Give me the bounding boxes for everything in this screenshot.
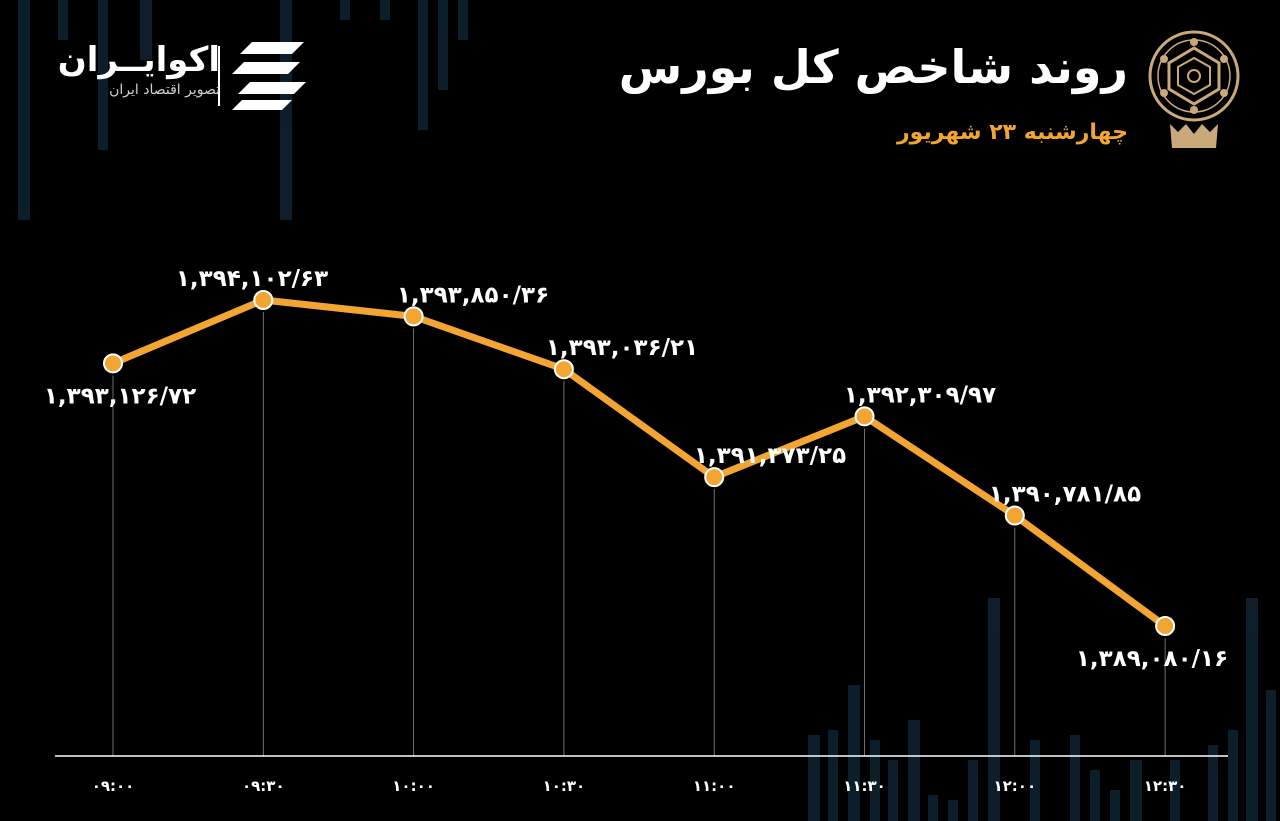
x-tick-label-7: ۱۲:۳۰ [1144, 777, 1187, 795]
chart-title: روند شاخص کل بورس [618, 40, 1128, 94]
brand-block: اکوایــران تصویر اقتصاد ایران [50, 40, 220, 100]
x-tick-label-5: ۱۱:۳۰ [843, 777, 886, 795]
data-label-6: ۱,۳۹۰,۷۸۱/۸۵ [989, 482, 1141, 508]
data-label-1: ۱,۳۹۴,۱۰۲/۶۳ [176, 266, 328, 292]
tehran-stock-exchange-emblem-icon [1148, 30, 1240, 148]
data-point-0 [103, 353, 123, 374]
data-label-0: ۱,۳۹۳,۱۲۶/۷۲ [44, 383, 196, 409]
x-tick-label-6: ۱۲:۰۰ [993, 777, 1036, 795]
x-tick-label-2: ۱۰:۰۰ [392, 777, 435, 795]
brand-name: اکوایــران [57, 40, 220, 80]
x-tick-label-0: ۰۹:۰۰ [92, 777, 135, 795]
data-point-3 [553, 359, 574, 380]
brand-separator [218, 46, 220, 106]
data-label-5: ۱,۳۹۲,۳۰۹/۹۷ [844, 382, 996, 408]
ecoiran-stripes-icon [232, 42, 306, 110]
data-label-4: ۱,۳۹۱,۳۷۳/۲۵ [694, 443, 846, 469]
data-point-1 [253, 290, 274, 310]
series-line [109, 296, 1169, 630]
x-tick-label-3: ۱۰:۳۰ [543, 777, 586, 795]
x-tick-label-4: ۱۱:۰۰ [693, 777, 736, 795]
data-point-4 [704, 467, 725, 488]
data-point-5 [854, 406, 875, 427]
brand-tagline: تصویر اقتصاد ایران [109, 82, 220, 98]
data-point-7 [1155, 616, 1176, 636]
x-tick-label-1: ۰۹:۳۰ [242, 777, 285, 795]
data-point-2 [403, 306, 424, 327]
chart-subtitle: چهارشنبه ۲۳ شهریور [897, 120, 1128, 145]
data-label-2: ۱,۳۹۳,۸۵۰/۳۶ [397, 282, 549, 308]
data-label-7: ۱,۳۸۹,۰۸۰/۱۶ [1076, 646, 1228, 672]
data-point-6 [1004, 505, 1025, 526]
data-label-3: ۱,۳۹۳,۰۳۶/۲۱ [546, 335, 698, 361]
